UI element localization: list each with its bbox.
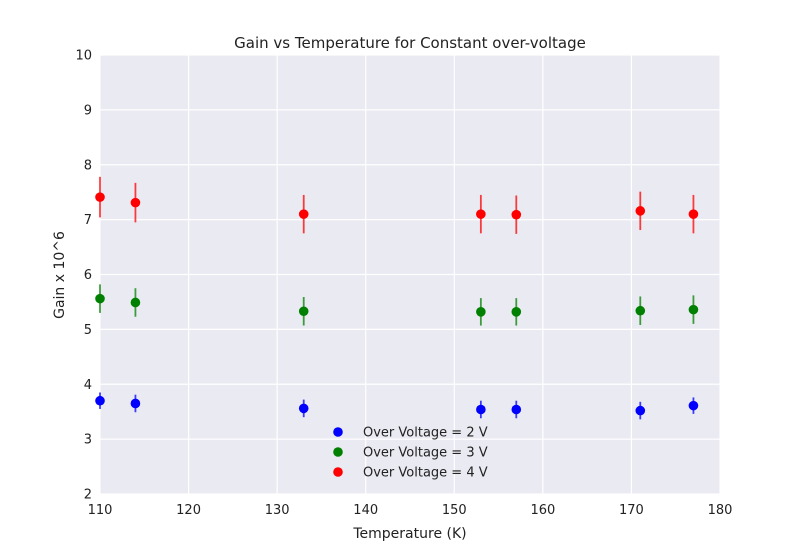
- legend-label-1: Over Voltage = 3 V: [363, 446, 488, 461]
- legend-marker-0: [333, 427, 343, 437]
- data-point-s1-p1: [130, 297, 141, 308]
- data-points: [95, 192, 699, 416]
- data-point-s0-p6: [688, 400, 699, 411]
- y-tick-label: 9: [84, 103, 92, 118]
- data-point-s2-p6: [688, 209, 699, 219]
- y-tick-label: 4: [84, 378, 92, 393]
- data-point-s1-p5: [635, 305, 646, 316]
- data-point-s0-p3: [476, 404, 486, 415]
- data-point-s0-p4: [511, 404, 522, 415]
- data-point-s2-p4: [511, 209, 522, 220]
- x-axis-label: Temperature (K): [352, 526, 466, 542]
- x-tick-label: 110: [88, 503, 113, 518]
- x-tick-label: 130: [265, 503, 290, 518]
- data-point-s0-p1: [130, 398, 141, 409]
- x-tick-labels: 110 120 130 140 150 160 170 180: [88, 503, 733, 518]
- data-point-s0-p0: [95, 395, 105, 406]
- y-tick-label: 2: [84, 488, 92, 503]
- y-tick-label: 10: [75, 49, 92, 64]
- data-point-s2-p0: [95, 192, 105, 202]
- data-point-s0-p5: [635, 405, 646, 416]
- data-point-s1-p2: [298, 306, 309, 317]
- y-tick-label: 8: [84, 158, 92, 173]
- x-tick-label: 140: [353, 503, 378, 518]
- legend-marker-2: [333, 467, 343, 477]
- x-tick-label: 170: [619, 503, 644, 518]
- y-tick-label: 3: [84, 433, 92, 448]
- x-tick-label: 160: [530, 503, 555, 518]
- data-point-s2-p5: [635, 206, 646, 216]
- data-point-s0-p2: [298, 403, 309, 414]
- data-point-s2-p3: [476, 209, 486, 219]
- data-point-s2-p2: [298, 209, 309, 219]
- data-point-s1-p6: [688, 304, 699, 315]
- y-tick-label: 5: [84, 323, 92, 338]
- y-tick-label: 6: [84, 268, 92, 283]
- x-tick-label: 120: [176, 503, 201, 518]
- legend-marker-1: [333, 447, 343, 457]
- legend-label-2: Over Voltage = 4 V: [363, 466, 488, 481]
- y-axis-label: Gain x 10^6: [52, 231, 68, 319]
- x-tick-label: 150: [442, 503, 467, 518]
- data-point-s1-p4: [511, 307, 522, 317]
- y-tick-label: 7: [84, 213, 92, 228]
- y-tick-labels: 2 3 4 5 6 7 8 9 10: [75, 49, 92, 503]
- data-point-s2-p1: [130, 197, 141, 208]
- grid: [99, 54, 721, 495]
- chart-title: Gain vs Temperature for Constant over-vo…: [234, 34, 586, 52]
- data-point-s1-p3: [476, 307, 486, 317]
- legend: Over Voltage = 2 V Over Voltage = 3 V Over…: [333, 426, 488, 481]
- x-tick-label: 180: [708, 503, 733, 518]
- legend-label-0: Over Voltage = 2 V: [363, 426, 488, 441]
- data-point-s1-p0: [95, 293, 105, 304]
